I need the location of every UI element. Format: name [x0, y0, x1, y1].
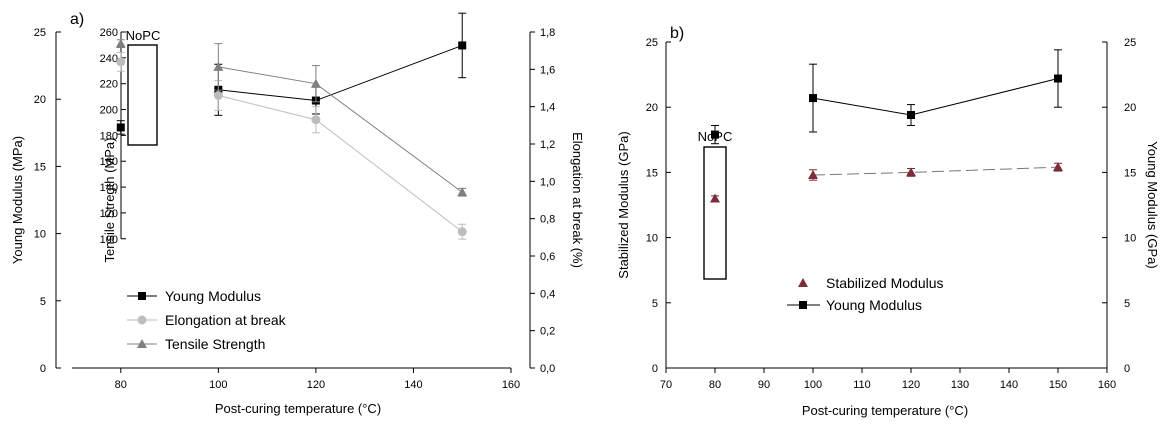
right-y-axis-title: Elongation at break (%) — [570, 132, 585, 268]
inner-y-tick-label: 260 — [100, 27, 118, 39]
data-point — [907, 111, 915, 119]
nopc-box — [128, 45, 157, 145]
right-y-tick-label: 0,8 — [540, 214, 555, 226]
legend-label: Stabilized Modulus — [826, 275, 944, 291]
data-point — [214, 91, 223, 100]
left-y-tick-label: 20 — [646, 102, 658, 114]
left-y-axis-title: Young Modulus (MPa) — [10, 136, 25, 264]
right-y-tick-label: 0 — [1124, 363, 1130, 375]
right-y-tick-label: 1,6 — [540, 64, 555, 76]
data-point — [809, 94, 817, 102]
right-y-tick-label: 1,4 — [540, 102, 555, 114]
x-tick-label: 80 — [709, 379, 721, 391]
legend-label: Young Modulus — [826, 297, 922, 313]
left-y-axis-title: Stabilized Modulus (GPa) — [616, 131, 631, 278]
right-y-tick-label: 5 — [1124, 298, 1130, 310]
series-line — [813, 167, 1058, 175]
left-y-tick-label: 0 — [40, 363, 46, 375]
x-tick-label: 130 — [951, 379, 969, 391]
legend-label: Tensile Strength — [165, 336, 265, 352]
nopc-box — [704, 147, 726, 279]
left-y-tick-label: 10 — [646, 233, 658, 245]
x-tick-label: 100 — [804, 379, 822, 391]
legend-marker — [798, 278, 808, 287]
x-axis-title: Post-curing temperature (°C) — [215, 401, 381, 416]
series-line — [218, 67, 462, 192]
right-y-tick-label: 0,6 — [540, 251, 555, 263]
x-tick-label: 70 — [660, 379, 672, 391]
series-line — [218, 95, 462, 231]
x-axis-title: Post-curing temperature (°C) — [802, 403, 968, 418]
right-y-axis-title: Young Modulus (GPa) — [1145, 141, 1160, 268]
right-y-tick-label: 0,0 — [540, 363, 555, 375]
x-tick-label: 160 — [502, 379, 520, 391]
right-y-tick-label: 1,2 — [540, 139, 555, 151]
x-tick-label: 110 — [853, 379, 871, 391]
legend-label: Elongation at break — [165, 312, 287, 328]
data-point — [1054, 75, 1062, 83]
left-y-tick-label: 25 — [646, 37, 658, 49]
x-tick-label: 80 — [115, 379, 127, 391]
left-y-tick-label: 20 — [34, 94, 46, 106]
data-point — [213, 62, 223, 71]
legend-marker — [138, 316, 147, 325]
right-y-tick-label: 15 — [1124, 167, 1136, 179]
legend-label: Young Modulus — [165, 288, 261, 304]
inner-y-axis-title: Tensile Stregth (MPa) — [102, 138, 117, 263]
x-tick-label: 140 — [1000, 379, 1018, 391]
right-y-tick-label: 0,2 — [540, 326, 555, 338]
series-line — [813, 79, 1058, 116]
data-point — [116, 57, 125, 66]
panel-a: 05101520251001201401601802002202402600,0… — [10, 11, 585, 416]
legend-marker — [799, 301, 807, 309]
left-y-tick-label: 25 — [34, 27, 46, 39]
data-point — [710, 193, 720, 202]
left-y-tick-label: 15 — [646, 167, 658, 179]
x-tick-label: 160 — [1098, 379, 1116, 391]
right-y-tick-label: 20 — [1124, 102, 1136, 114]
left-y-tick-label: 10 — [34, 229, 46, 241]
data-point — [711, 131, 719, 139]
left-y-tick-label: 0 — [652, 363, 658, 375]
right-y-tick-label: 25 — [1124, 37, 1136, 49]
right-y-tick-label: 0,4 — [540, 288, 555, 300]
data-point — [311, 115, 320, 124]
left-y-tick-label: 5 — [40, 296, 46, 308]
x-tick-label: 120 — [902, 379, 920, 391]
x-tick-label: 90 — [758, 379, 770, 391]
inner-y-tick-label: 240 — [100, 53, 118, 65]
x-tick-label: 150 — [1049, 379, 1067, 391]
right-y-tick-label: 1,8 — [540, 27, 555, 39]
nopc-label: NoPC — [126, 28, 161, 43]
panel-label: a) — [70, 11, 84, 28]
left-y-tick-label: 5 — [652, 298, 658, 310]
inner-y-tick-label: 220 — [100, 79, 118, 91]
data-point — [458, 41, 466, 49]
right-y-tick-label: 1,0 — [540, 176, 555, 188]
right-y-tick-label: 10 — [1124, 233, 1136, 245]
left-y-tick-label: 15 — [34, 161, 46, 173]
inner-y-tick-label: 200 — [100, 105, 118, 117]
data-point — [458, 227, 467, 236]
data-point — [117, 123, 125, 131]
panel-label: b) — [670, 25, 684, 42]
panel-b: 0 5 10 15 20 25 0 5 10 15 20 25 70 80 90 100 110 120 130 14… — [616, 25, 1160, 418]
x-tick-label: 100 — [209, 379, 227, 391]
x-tick-label: 140 — [404, 379, 422, 391]
x-tick-label: 120 — [307, 379, 325, 391]
legend-marker — [138, 292, 146, 300]
